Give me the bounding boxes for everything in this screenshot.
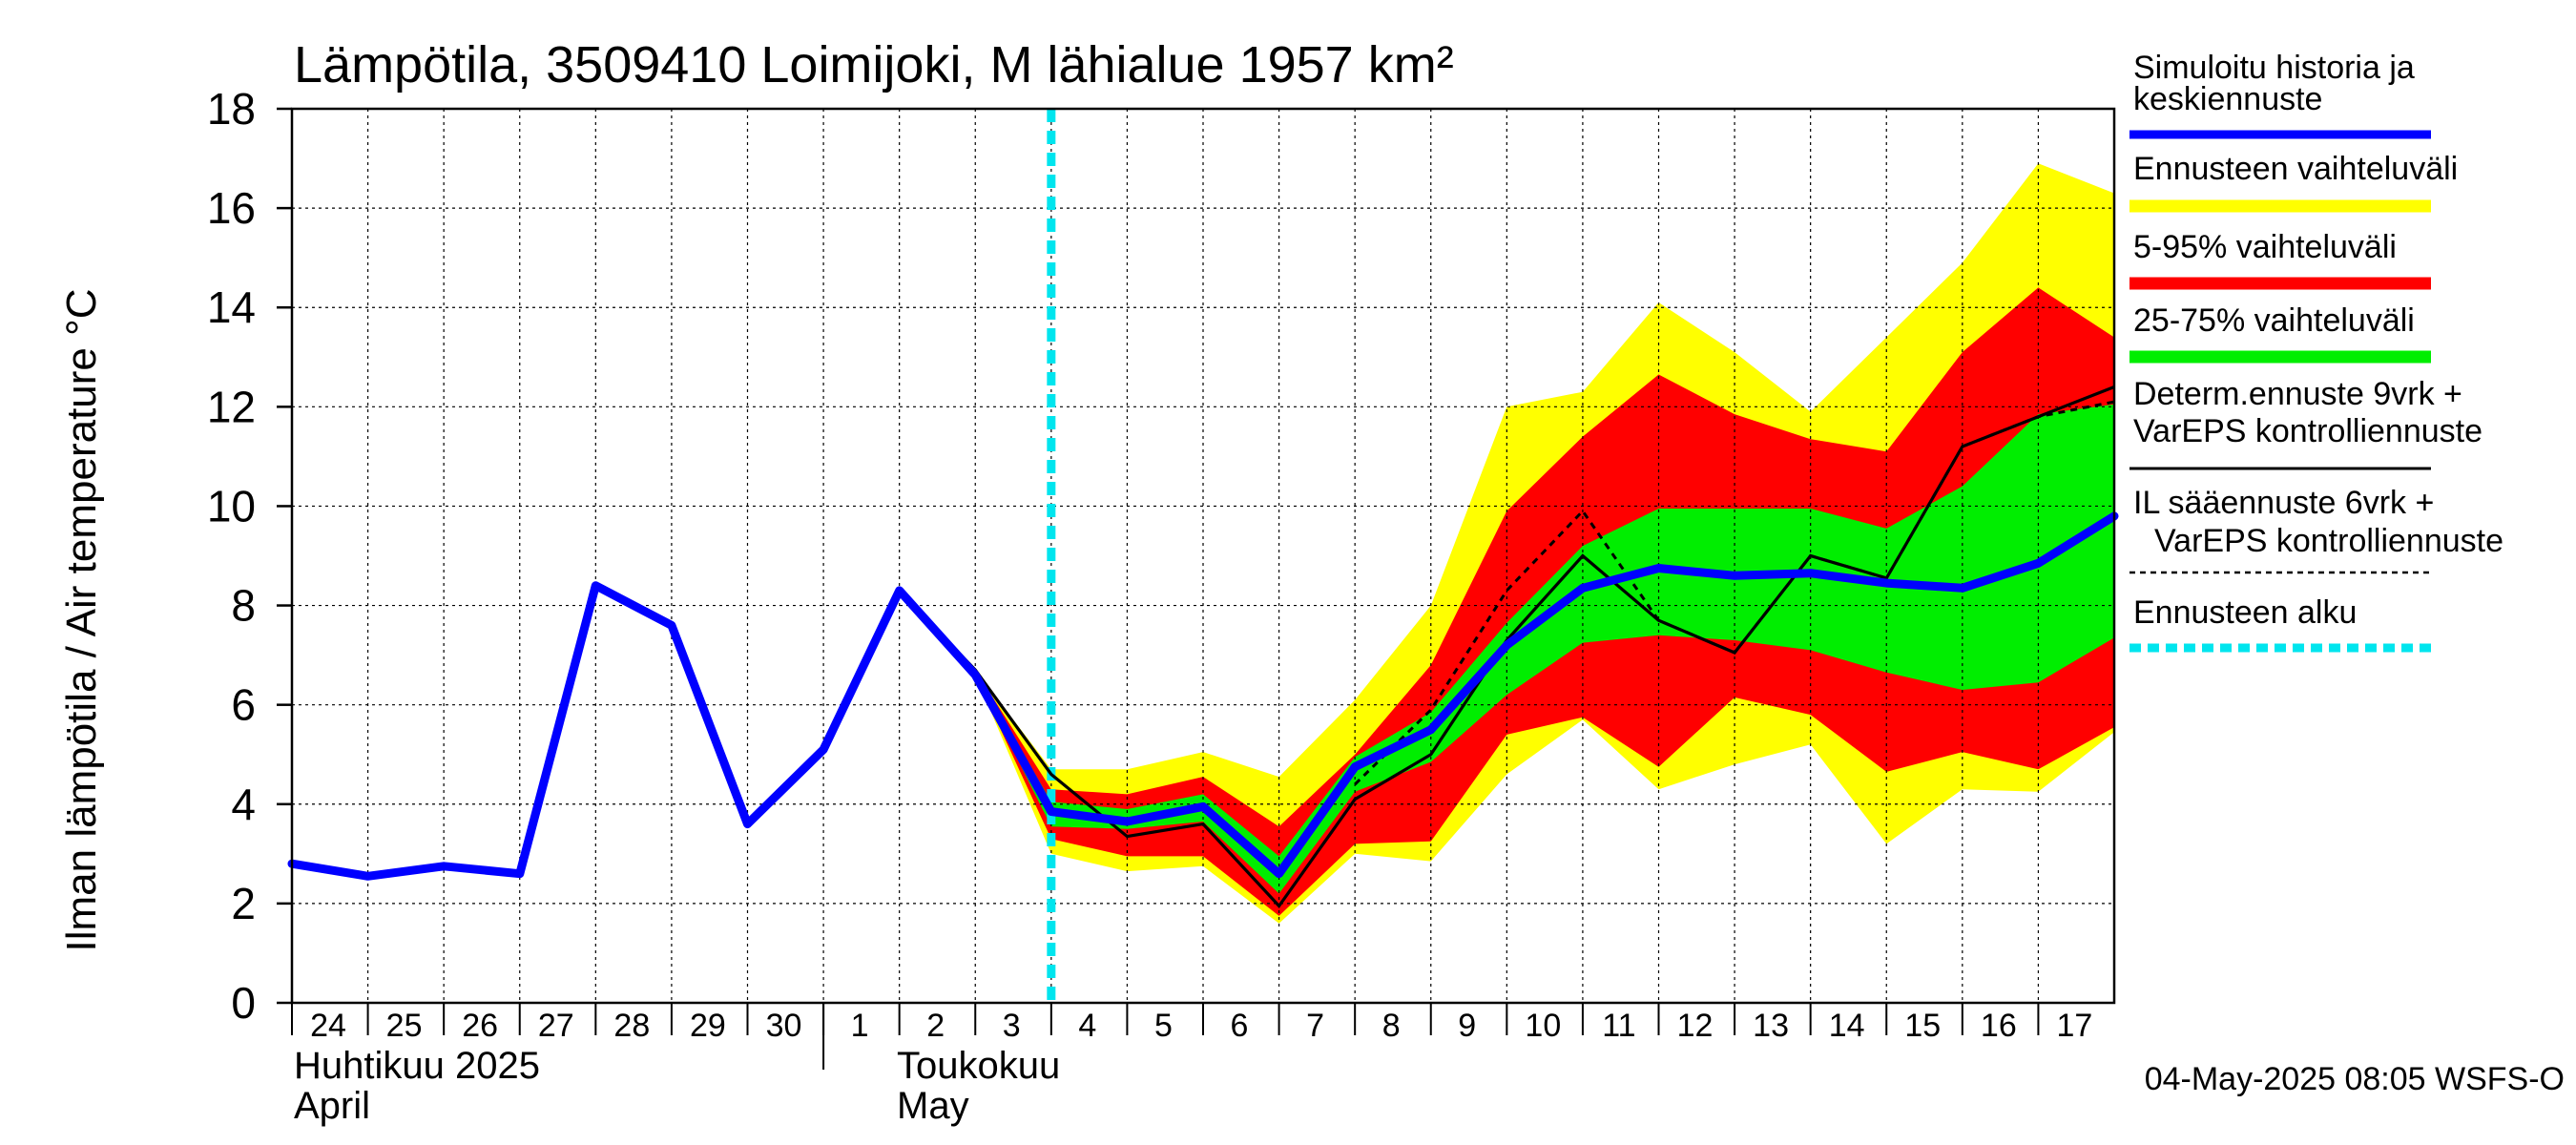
x-tick-label: 17 bbox=[2057, 1008, 2093, 1044]
x-tick-label: 3 bbox=[1003, 1008, 1021, 1044]
footer-timestamp: 04-May-2025 08:05 WSFS-O bbox=[2145, 1061, 2565, 1097]
y-tick-label: 8 bbox=[231, 581, 256, 631]
legend-label: 5-95% vaihteluväli bbox=[2133, 229, 2397, 265]
x-tick-label: 8 bbox=[1382, 1008, 1401, 1044]
y-tick-label: 12 bbox=[207, 382, 256, 431]
y-tick-label: 16 bbox=[207, 183, 256, 233]
y-tick-label: 6 bbox=[231, 680, 256, 730]
x-tick-label: 6 bbox=[1231, 1008, 1249, 1044]
x-tick-label: 25 bbox=[386, 1008, 423, 1044]
legend-label: 25-75% vaihteluväli bbox=[2133, 302, 2415, 339]
x-tick-label: 13 bbox=[1753, 1008, 1789, 1044]
y-tick-label: 4 bbox=[231, 780, 256, 829]
legend-label: VarEPS kontrolliennuste bbox=[2133, 413, 2483, 449]
x-tick-label: 15 bbox=[1904, 1008, 1941, 1044]
y-tick-label: 10 bbox=[207, 481, 256, 531]
y-tick-label: 18 bbox=[207, 84, 256, 134]
x-tick-label: 4 bbox=[1078, 1008, 1096, 1044]
x-tick-label: 5 bbox=[1154, 1008, 1173, 1044]
band-green bbox=[975, 404, 2114, 894]
legend-label: keskiennuste bbox=[2133, 81, 2322, 117]
legend-label: Ennusteen alku bbox=[2133, 594, 2357, 631]
x-tick-label: 2 bbox=[926, 1008, 945, 1044]
legend-label: Simuloitu historia ja bbox=[2133, 50, 2415, 86]
legend-label: VarEPS kontrolliennuste bbox=[2154, 523, 2503, 559]
x-tick-label: 14 bbox=[1829, 1008, 1865, 1044]
y-tick-label: 14 bbox=[207, 282, 256, 332]
month-label-may-fi: Toukokuu bbox=[897, 1045, 1060, 1087]
legend-label: Ennusteen vaihteluväli bbox=[2133, 151, 2458, 187]
chart-title: Lämpötila, 3509410 Loimijoki, M lähialue… bbox=[294, 36, 1454, 94]
x-tick-label: 30 bbox=[766, 1008, 802, 1044]
x-tick-label: 29 bbox=[690, 1008, 726, 1044]
x-tick-label: 1 bbox=[851, 1008, 869, 1044]
series-lines bbox=[287, 109, 2119, 1003]
grid-lines bbox=[292, 109, 2114, 1003]
y-axis-label: Ilman lämpötila / Air temperature °C bbox=[58, 289, 105, 952]
forecast-bands bbox=[975, 163, 2114, 924]
month-label-may-en: May bbox=[897, 1085, 969, 1127]
month-label-april-en: April bbox=[294, 1085, 370, 1127]
x-tick-label: 10 bbox=[1525, 1008, 1561, 1044]
x-tick-label: 7 bbox=[1306, 1008, 1324, 1044]
x-tick-label: 16 bbox=[1981, 1008, 2017, 1044]
y-tick-label: 0 bbox=[231, 978, 256, 1028]
simulated-history-line bbox=[287, 511, 2119, 881]
y-tick-label: 2 bbox=[231, 879, 256, 928]
legend-label: IL sääennuste 6vrk + bbox=[2133, 485, 2434, 521]
x-tick-label: 24 bbox=[310, 1008, 346, 1044]
legend-label: Determ.ennuste 9vrk + bbox=[2133, 376, 2462, 412]
x-tick-label: 27 bbox=[538, 1008, 574, 1044]
x-tick-label: 28 bbox=[613, 1008, 650, 1044]
month-label-april-fi: Huhtikuu 2025 bbox=[294, 1045, 540, 1087]
x-tick-label: 11 bbox=[1602, 1008, 1635, 1044]
x-tick-label: 26 bbox=[462, 1008, 498, 1044]
x-tick-label: 12 bbox=[1677, 1008, 1714, 1044]
x-tick-label: 9 bbox=[1458, 1008, 1476, 1044]
